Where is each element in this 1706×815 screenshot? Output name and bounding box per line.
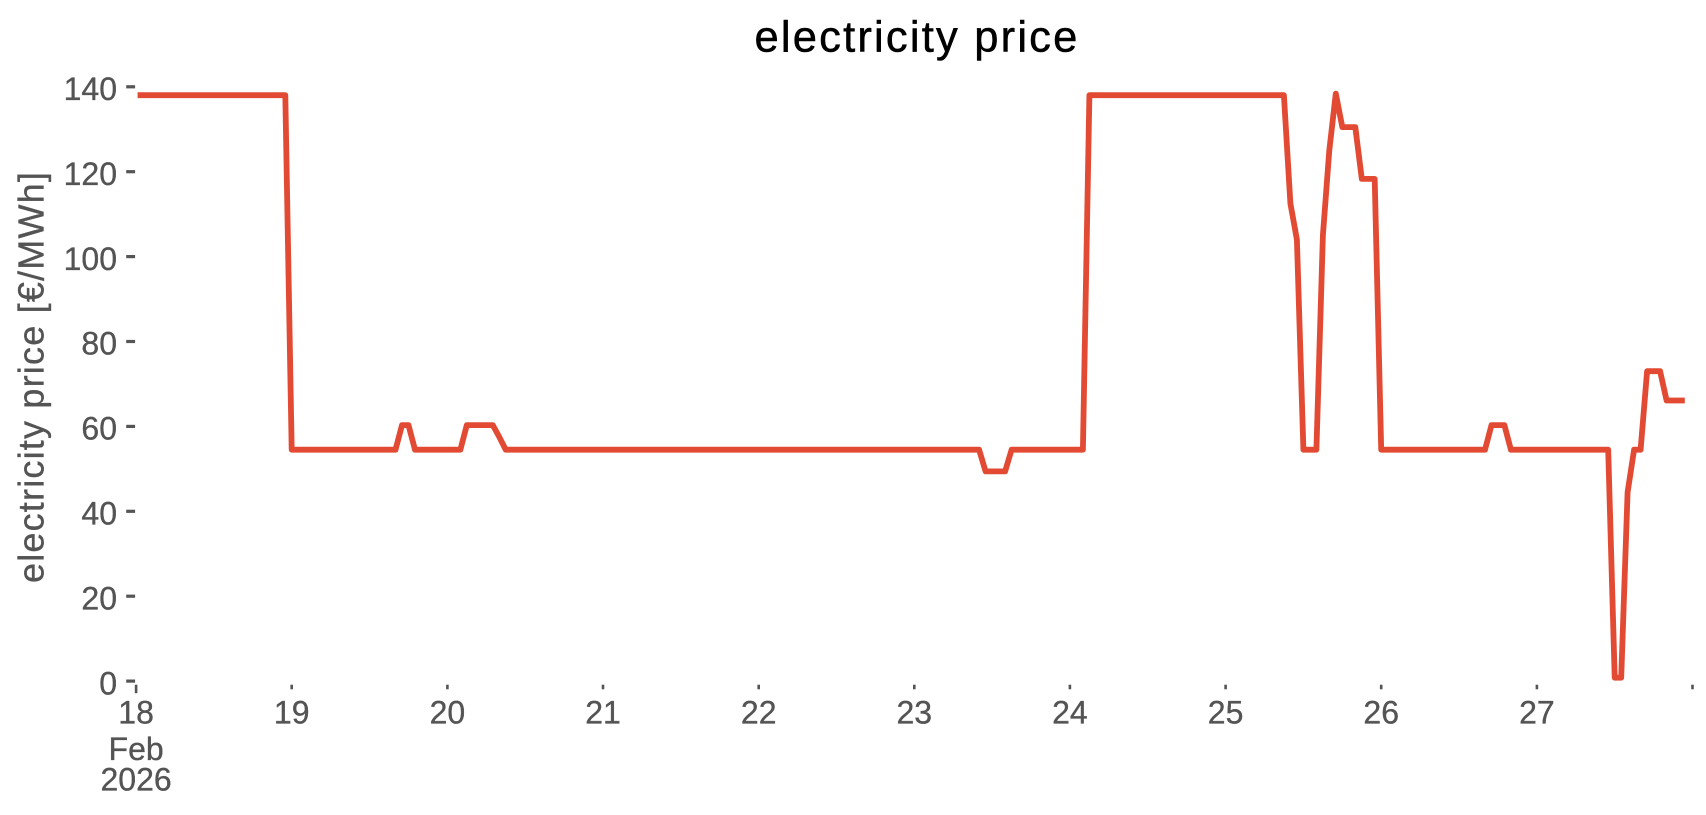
svg-text:27: 27: [1519, 694, 1555, 730]
svg-text:19: 19: [274, 694, 310, 730]
svg-text:23: 23: [897, 694, 933, 730]
svg-text:100: 100: [64, 241, 117, 277]
svg-text:electricity price [€/MWh]: electricity price [€/MWh]: [11, 171, 52, 583]
svg-text:140: 140: [64, 71, 117, 107]
svg-text:26: 26: [1363, 694, 1399, 730]
svg-text:22: 22: [741, 694, 777, 730]
svg-text:24: 24: [1052, 694, 1088, 730]
svg-text:18: 18: [118, 694, 154, 730]
svg-text:0: 0: [99, 665, 117, 701]
svg-text:25: 25: [1208, 694, 1244, 730]
svg-text:60: 60: [81, 411, 117, 447]
svg-text:electricity price: electricity price: [754, 14, 1079, 62]
svg-text:80: 80: [81, 326, 117, 362]
svg-text:40: 40: [81, 496, 117, 532]
svg-text:120: 120: [64, 156, 117, 192]
svg-text:21: 21: [585, 694, 621, 730]
svg-text:Feb: Feb: [109, 731, 164, 767]
svg-text:2026: 2026: [101, 762, 172, 798]
svg-text:20: 20: [430, 694, 466, 730]
svg-text:20: 20: [81, 580, 117, 616]
